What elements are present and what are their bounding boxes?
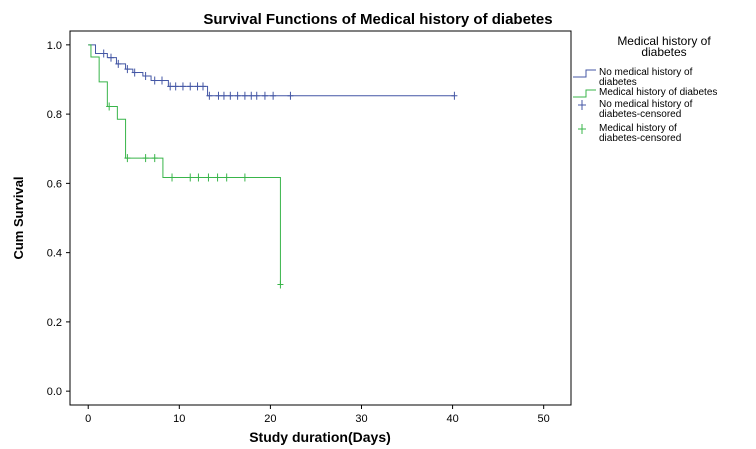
legend-swatch [573, 69, 596, 78]
plot-area [88, 44, 458, 289]
censor-mark-1 [172, 82, 179, 91]
censor-mark-1 [220, 91, 227, 100]
censor-mark-1 [253, 91, 260, 100]
censor-mark-2 [195, 173, 202, 182]
censor-mark-1 [131, 68, 138, 77]
chart-title: Survival Functions of Medical history of… [203, 11, 552, 28]
legend-label: diabetes-censored [599, 109, 681, 120]
censor-mark-2 [169, 173, 176, 182]
x-tick-label: 10 [173, 413, 185, 425]
censor-mark-1 [142, 72, 149, 81]
y-tick-label: 0.0 [47, 386, 62, 398]
legend-label: No medical history of [599, 67, 693, 78]
survival-step-line-2 [88, 44, 281, 285]
censor-mark-2 [214, 173, 221, 182]
censor-mark-1 [451, 91, 458, 100]
survival-step-line-1 [88, 44, 455, 97]
censor-mark-1 [187, 82, 194, 91]
censor-mark-1 [206, 91, 213, 100]
legend-swatch [573, 89, 596, 98]
legend-label: No medical history of [599, 99, 693, 110]
censor-mark-2 [223, 173, 230, 182]
legend-label: diabetes-censored [599, 133, 681, 144]
y-tick-label: 0.6 [47, 178, 62, 190]
censor-mark-1 [194, 82, 201, 91]
censor-mark-1 [151, 76, 158, 85]
censor-mark-1 [159, 76, 166, 85]
censor-mark-1 [234, 91, 241, 100]
y-tick-label: 0.2 [47, 317, 62, 329]
legend-label: Medical history of diabetes [599, 87, 717, 98]
plot-frame [69, 30, 572, 406]
legend-title-line: diabetes [641, 45, 686, 59]
censor-mark-2 [142, 154, 149, 163]
censor-mark-1 [199, 82, 206, 91]
censor-mark-1 [241, 91, 248, 100]
censor-mark-1 [179, 82, 186, 91]
censor-mark-2 [187, 173, 194, 182]
legend-title-line: Medical history of [617, 34, 711, 48]
censor-mark-1 [167, 82, 174, 91]
censor-mark-1 [287, 91, 294, 100]
censor-mark-1 [124, 65, 131, 74]
censor-mark-1 [107, 53, 114, 62]
legend-label: Medical history of [599, 123, 677, 134]
x-axis-label: Study duration(Days) [249, 429, 391, 445]
censor-mark-1 [248, 91, 255, 100]
censor-mark-1 [100, 49, 107, 58]
censor-mark-2 [277, 280, 284, 289]
y-tick-label: 1.0 [47, 40, 62, 52]
y-tick-label: 0.4 [47, 248, 62, 260]
censor-mark-2 [124, 154, 131, 163]
axes: 0 10 20 30 40 50 0.0 0.2 0.4 0.6 0.8 1.0 [47, 30, 572, 425]
y-tick-label: 0.8 [47, 109, 62, 121]
x-tick-label: 50 [538, 413, 550, 425]
censor-mark-1 [115, 59, 122, 68]
censor-mark-1 [261, 91, 268, 100]
x-tick-label: 40 [446, 413, 458, 425]
censor-mark-1 [270, 91, 277, 100]
censor-mark-1 [227, 91, 234, 100]
censor-mark-2 [205, 173, 212, 182]
legend-entry-2: Medical history of diabetes [573, 87, 717, 98]
y-axis-label: Cum Survival [11, 176, 26, 259]
x-tick-label: 20 [264, 413, 276, 425]
x-tick-label: 30 [355, 413, 367, 425]
x-tick-label: 0 [85, 413, 91, 425]
censor-mark-2 [241, 173, 248, 182]
censor-mark-2 [151, 154, 158, 163]
legend-label: diabetes [599, 77, 637, 88]
censor-mark-1 [215, 91, 222, 100]
censor-mark-2 [106, 102, 113, 111]
